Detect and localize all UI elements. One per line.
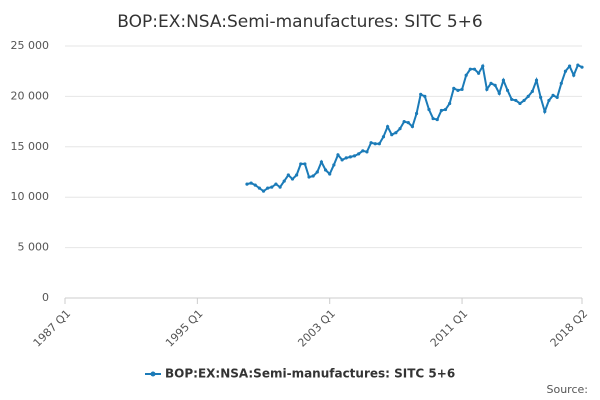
chart-title: BOP:EX:NSA:Semi-manufactures: SITC 5+6 — [117, 12, 483, 32]
point — [497, 91, 501, 95]
point — [419, 92, 423, 96]
point — [402, 120, 406, 124]
point — [439, 108, 443, 113]
point — [427, 107, 431, 112]
point — [373, 142, 377, 146]
point — [522, 98, 526, 103]
point — [381, 135, 386, 139]
point — [253, 183, 257, 187]
point — [526, 94, 530, 98]
point — [344, 156, 348, 160]
y-tick-label: 0 — [42, 291, 49, 304]
point — [303, 162, 307, 166]
point — [369, 141, 373, 145]
point — [501, 78, 506, 82]
point — [510, 97, 514, 102]
point — [299, 162, 303, 166]
point — [319, 160, 324, 164]
source: Source: — [547, 383, 589, 396]
point — [530, 89, 534, 93]
point — [572, 73, 576, 77]
point — [460, 87, 464, 91]
point — [580, 65, 584, 69]
point — [452, 86, 456, 90]
y-tick-label: 5 000 — [18, 241, 50, 254]
point — [266, 186, 270, 190]
point — [576, 63, 580, 67]
point — [443, 107, 448, 112]
legend-marker — [150, 371, 156, 377]
point — [357, 152, 361, 156]
point — [543, 109, 547, 114]
point — [286, 173, 290, 177]
y-tick-label: 15 000 — [11, 140, 50, 153]
point — [518, 101, 522, 106]
point — [336, 153, 340, 157]
point — [390, 133, 394, 137]
point — [468, 67, 472, 71]
point — [270, 185, 274, 189]
y-tick-label: 20 000 — [11, 89, 50, 102]
point — [295, 173, 299, 177]
point — [352, 154, 357, 158]
point — [567, 64, 572, 68]
point — [348, 155, 352, 159]
point — [547, 98, 551, 103]
point — [472, 67, 477, 71]
point — [551, 93, 555, 97]
point — [332, 163, 336, 167]
point — [477, 71, 481, 75]
series-line — [246, 63, 583, 193]
legend-label: BOP:EX:NSA:Semi-manufactures: SITC 5+6 — [165, 367, 455, 381]
point — [481, 64, 485, 68]
point — [386, 125, 390, 129]
point — [377, 142, 381, 146]
point — [394, 131, 398, 135]
point — [414, 111, 419, 116]
point — [282, 179, 286, 183]
point — [323, 168, 328, 172]
point — [534, 78, 539, 82]
point — [274, 182, 278, 186]
point — [456, 88, 460, 92]
point — [257, 186, 261, 190]
point — [485, 87, 489, 91]
y-tick-label: 25 000 — [11, 39, 50, 52]
point — [315, 170, 319, 174]
point — [398, 127, 402, 131]
point — [278, 185, 282, 189]
point — [448, 101, 452, 106]
point — [290, 177, 295, 181]
point — [514, 98, 518, 103]
point — [423, 94, 427, 98]
point — [431, 116, 435, 121]
point — [365, 150, 369, 154]
point — [406, 121, 410, 125]
point — [539, 95, 543, 100]
point — [559, 81, 563, 85]
point — [328, 172, 332, 176]
point — [489, 81, 493, 85]
point — [307, 175, 311, 179]
point — [505, 88, 510, 92]
point — [340, 158, 344, 162]
x-tick-label: 2011 Q1 — [428, 307, 471, 350]
point — [563, 69, 568, 73]
x-tick-label: 2018 Q2 — [548, 307, 591, 350]
point — [464, 73, 468, 77]
point — [361, 149, 365, 153]
x-tick-label: 1995 Q1 — [163, 307, 206, 350]
y-tick-label: 10 000 — [11, 190, 50, 203]
point — [555, 95, 559, 100]
point — [249, 181, 253, 185]
point — [261, 189, 266, 193]
point — [311, 174, 315, 178]
point — [493, 83, 497, 87]
point — [410, 125, 415, 129]
x-tick-label: 1987 Q1 — [31, 307, 74, 350]
point — [435, 117, 439, 122]
point — [245, 182, 249, 186]
x-tick-label: 2003 Q1 — [295, 307, 338, 350]
